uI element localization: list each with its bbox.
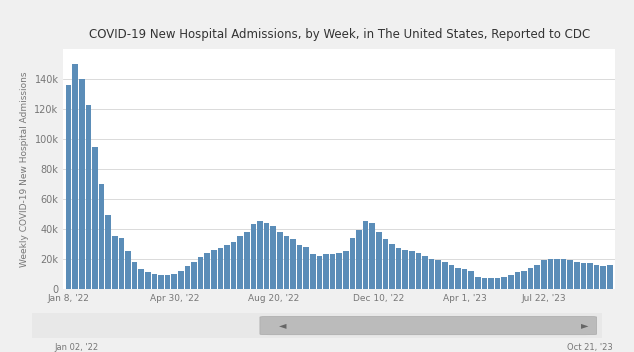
Bar [257, 221, 263, 289]
Title: COVID-19 New Hospital Admissions, by Week, in The United States, Reported to CDC: COVID-19 New Hospital Admissions, by Wee… [89, 28, 590, 41]
Bar [403, 250, 408, 289]
Bar [138, 269, 144, 289]
Bar [165, 275, 171, 289]
Bar [396, 248, 401, 289]
Bar [356, 230, 362, 289]
Bar [145, 272, 151, 289]
Bar [323, 254, 329, 289]
Bar [495, 278, 500, 289]
Bar [429, 259, 434, 289]
Bar [422, 256, 428, 289]
Bar [409, 251, 415, 289]
Bar [349, 238, 355, 289]
Bar [158, 275, 164, 289]
Bar [515, 272, 520, 289]
Bar [482, 278, 487, 289]
Bar [376, 232, 382, 289]
FancyBboxPatch shape [260, 316, 597, 335]
Bar [178, 271, 184, 289]
Bar [171, 274, 177, 289]
Bar [501, 277, 507, 289]
Text: Jan 02, '22: Jan 02, '22 [54, 343, 98, 352]
Bar [86, 105, 91, 289]
Bar [119, 238, 124, 289]
Bar [198, 257, 204, 289]
Bar [304, 247, 309, 289]
Bar [152, 274, 157, 289]
Bar [132, 262, 138, 289]
Bar [99, 184, 105, 289]
Bar [310, 254, 316, 289]
Bar [191, 262, 197, 289]
Bar [224, 245, 230, 289]
Bar [462, 269, 467, 289]
Bar [560, 259, 566, 289]
Bar [574, 262, 579, 289]
Bar [521, 271, 527, 289]
Bar [250, 224, 256, 289]
Bar [448, 265, 454, 289]
Bar [93, 146, 98, 289]
Bar [436, 260, 441, 289]
Bar [211, 250, 217, 289]
Bar [105, 215, 111, 289]
Bar [475, 277, 481, 289]
Bar [370, 223, 375, 289]
Bar [244, 232, 250, 289]
Text: ◄: ◄ [279, 321, 287, 331]
Bar [330, 254, 335, 289]
Bar [415, 253, 421, 289]
Bar [548, 259, 553, 289]
Bar [184, 266, 190, 289]
Bar [389, 244, 395, 289]
Bar [607, 265, 612, 289]
Bar [290, 239, 296, 289]
Bar [79, 79, 85, 289]
Bar [217, 248, 223, 289]
Bar [593, 265, 599, 289]
Bar [343, 251, 349, 289]
Text: ►: ► [581, 321, 589, 331]
Bar [204, 253, 210, 289]
Bar [337, 253, 342, 289]
Bar [541, 260, 547, 289]
Bar [231, 242, 236, 289]
Bar [277, 232, 283, 289]
Text: Oct 21, '23: Oct 21, '23 [567, 343, 612, 352]
Bar [600, 266, 606, 289]
Bar [469, 271, 474, 289]
Bar [283, 236, 289, 289]
Bar [72, 64, 78, 289]
Bar [297, 245, 302, 289]
Bar [534, 265, 540, 289]
Bar [455, 268, 461, 289]
Y-axis label: Weekly COVID-19 New Hospital Admissions: Weekly COVID-19 New Hospital Admissions [20, 71, 29, 267]
Bar [527, 268, 533, 289]
Bar [112, 236, 118, 289]
Bar [363, 221, 368, 289]
Bar [508, 275, 514, 289]
Bar [382, 239, 388, 289]
Bar [316, 256, 322, 289]
Bar [554, 259, 560, 289]
Bar [488, 278, 494, 289]
Bar [567, 260, 573, 289]
Bar [442, 262, 448, 289]
Bar [581, 263, 586, 289]
Bar [587, 263, 593, 289]
Bar [264, 223, 269, 289]
Bar [271, 226, 276, 289]
Bar [126, 251, 131, 289]
Bar [66, 85, 72, 289]
Bar [237, 236, 243, 289]
